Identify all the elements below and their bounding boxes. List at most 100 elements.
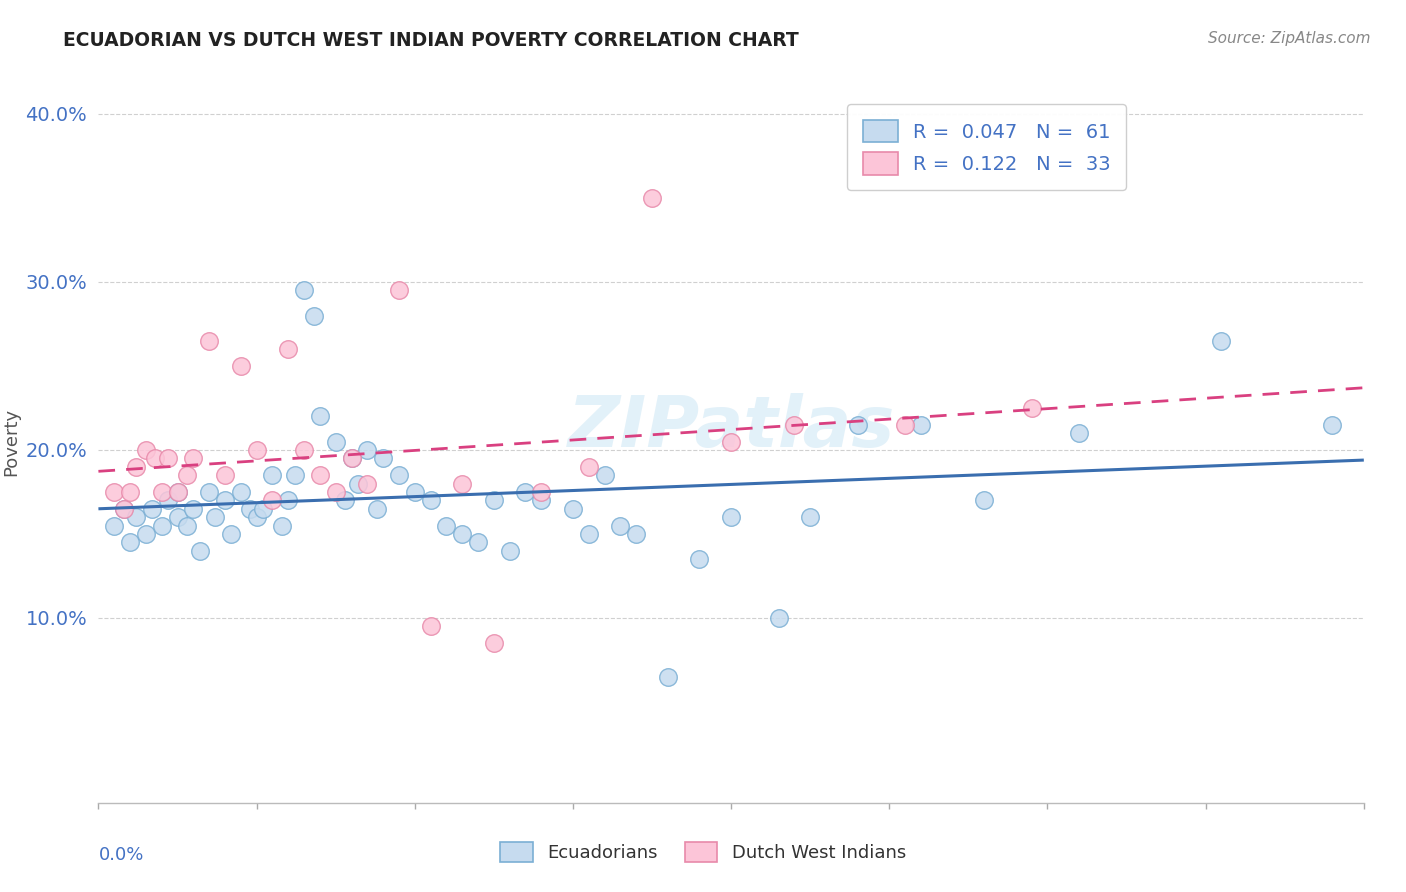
Point [292, 283, 315, 297]
Point [135, 442, 157, 457]
Point [252, 501, 274, 516]
Point [309, 468, 332, 483]
Point [371, 451, 394, 466]
Point [112, 501, 135, 516]
Point [340, 451, 363, 466]
Point [467, 535, 489, 549]
Point [214, 493, 236, 508]
Point [198, 334, 221, 348]
Point [183, 501, 205, 516]
Point [768, 611, 790, 625]
Point [609, 518, 631, 533]
Point [515, 485, 537, 500]
Point [166, 485, 188, 500]
Point [277, 342, 299, 356]
Text: ECUADORIAN VS DUTCH WEST INDIAN POVERTY CORRELATION CHART: ECUADORIAN VS DUTCH WEST INDIAN POVERTY … [63, 31, 799, 50]
Point [103, 518, 125, 533]
Point [846, 417, 869, 432]
Point [277, 493, 299, 508]
Point [641, 191, 664, 205]
Point [166, 510, 188, 524]
Point [125, 510, 148, 524]
Point [325, 485, 347, 500]
Point [214, 468, 236, 483]
Point [112, 501, 135, 516]
Point [103, 485, 125, 500]
Point [419, 493, 441, 508]
Point [157, 493, 180, 508]
Point [325, 434, 347, 449]
Point [120, 485, 141, 500]
Point [176, 518, 198, 533]
Point [229, 485, 252, 500]
Point [246, 510, 269, 524]
Point [388, 283, 411, 297]
Point [436, 518, 458, 533]
Point [309, 409, 332, 424]
Point [141, 501, 163, 516]
Point [262, 493, 284, 508]
Y-axis label: Poverty: Poverty [3, 408, 21, 475]
Point [1322, 417, 1344, 432]
Point [204, 510, 226, 524]
Point [388, 468, 411, 483]
Point [530, 493, 553, 508]
Point [783, 417, 806, 432]
Point [302, 309, 325, 323]
Point [894, 417, 917, 432]
Point [530, 485, 553, 500]
Point [720, 510, 742, 524]
Point [183, 451, 205, 466]
Text: ZIPatlas: ZIPatlas [568, 392, 894, 461]
Point [688, 552, 710, 566]
Point [578, 459, 600, 474]
Point [498, 543, 520, 558]
Point [246, 442, 269, 457]
Point [720, 434, 742, 449]
Point [120, 535, 141, 549]
Point [239, 501, 262, 516]
Point [451, 476, 474, 491]
Legend: Ecuadorians, Dutch West Indians: Ecuadorians, Dutch West Indians [494, 834, 912, 870]
Point [419, 619, 441, 633]
Point [135, 527, 157, 541]
Point [262, 468, 284, 483]
Point [166, 485, 188, 500]
Point [145, 451, 166, 466]
Point [624, 527, 647, 541]
Point [335, 493, 357, 508]
Point [451, 527, 474, 541]
Point [229, 359, 252, 373]
Text: 0.0%: 0.0% [98, 847, 143, 864]
Point [150, 518, 173, 533]
Point [340, 451, 363, 466]
Point [1021, 401, 1043, 415]
Point [482, 493, 505, 508]
Point [176, 468, 198, 483]
Point [356, 476, 378, 491]
Point [270, 518, 294, 533]
Point [561, 501, 585, 516]
Point [219, 527, 243, 541]
Point [284, 468, 307, 483]
Point [188, 543, 211, 558]
Point [578, 527, 600, 541]
Point [404, 485, 426, 500]
Point [356, 442, 378, 457]
Text: Source: ZipAtlas.com: Source: ZipAtlas.com [1208, 31, 1371, 46]
Point [799, 510, 821, 524]
Point [292, 442, 315, 457]
Point [1211, 334, 1233, 348]
Point [125, 459, 148, 474]
Point [973, 493, 995, 508]
Point [366, 501, 388, 516]
Point [346, 476, 368, 491]
Point [157, 451, 180, 466]
Point [1067, 426, 1090, 441]
Legend: R =  0.047   N =  61, R =  0.122   N =  33: R = 0.047 N = 61, R = 0.122 N = 33 [846, 104, 1126, 190]
Point [910, 417, 932, 432]
Point [657, 670, 679, 684]
Point [593, 468, 616, 483]
Point [482, 636, 505, 650]
Point [198, 485, 221, 500]
